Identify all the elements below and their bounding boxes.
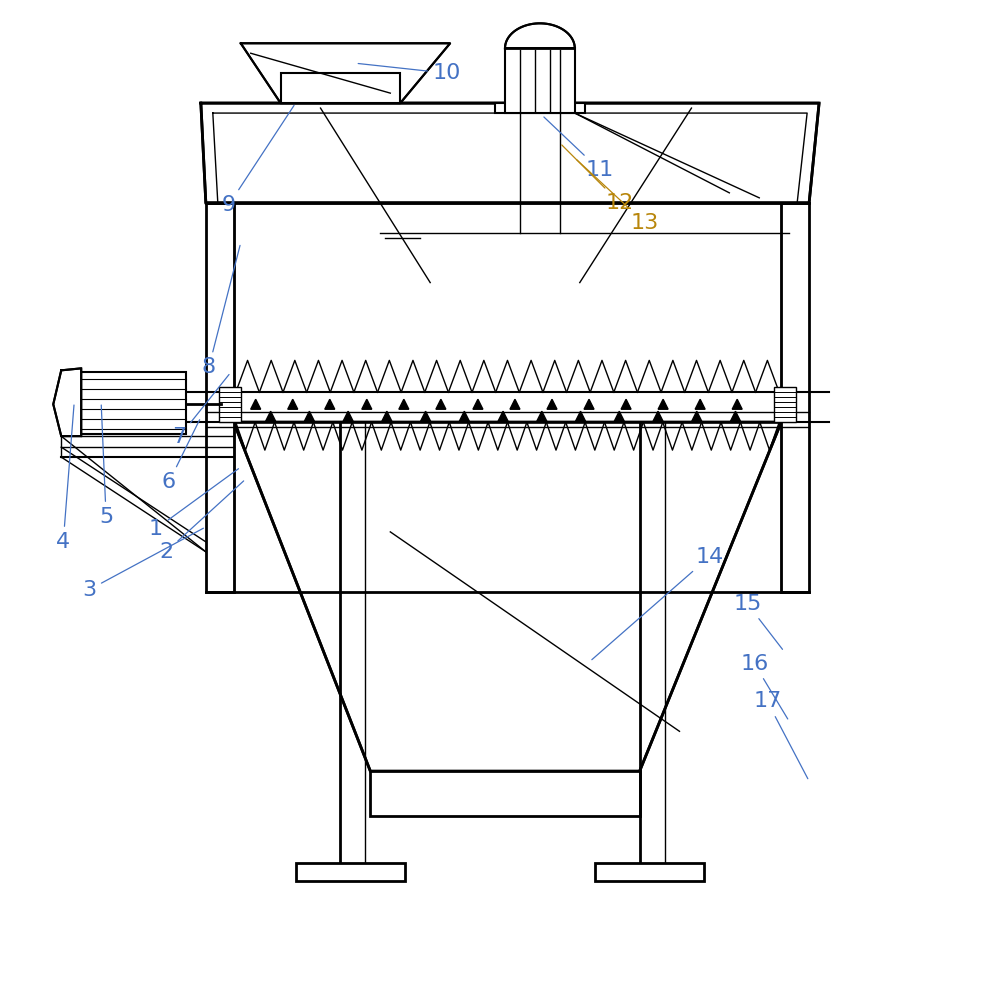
Polygon shape [498, 411, 508, 421]
Polygon shape [266, 411, 276, 421]
Bar [281, 74, 400, 103]
Bar [296, 863, 405, 881]
Polygon shape [201, 103, 819, 203]
Polygon shape [621, 400, 631, 409]
Text: 8: 8 [202, 246, 240, 377]
Text: 12: 12 [562, 145, 634, 213]
Bar [781, 203, 809, 592]
Bar [774, 387, 796, 422]
Polygon shape [304, 411, 314, 421]
Text: 2: 2 [159, 481, 244, 562]
Text: 9: 9 [222, 105, 294, 215]
Polygon shape [510, 400, 520, 409]
Text: 5: 5 [99, 405, 113, 527]
Polygon shape [53, 368, 81, 436]
Text: 10: 10 [358, 63, 461, 83]
Text: 13: 13 [577, 160, 659, 233]
Polygon shape [436, 400, 446, 409]
Polygon shape [614, 411, 624, 421]
Text: 6: 6 [162, 419, 200, 492]
Polygon shape [234, 422, 781, 771]
Polygon shape [547, 400, 557, 409]
Text: 4: 4 [56, 405, 74, 552]
Polygon shape [251, 400, 261, 409]
Text: 7: 7 [172, 374, 229, 447]
Bar [206, 203, 234, 592]
Polygon shape [399, 400, 409, 409]
Polygon shape [421, 411, 431, 421]
Polygon shape [241, 43, 450, 103]
Polygon shape [730, 411, 740, 421]
Polygon shape [658, 400, 668, 409]
Text: 1: 1 [149, 468, 238, 539]
Polygon shape [695, 400, 705, 409]
Polygon shape [473, 400, 483, 409]
Bar [219, 387, 241, 422]
Text: 3: 3 [82, 528, 203, 600]
Polygon shape [537, 411, 547, 421]
Polygon shape [382, 411, 392, 421]
Bar [81, 372, 186, 434]
Polygon shape [325, 400, 335, 409]
Polygon shape [343, 411, 353, 421]
Polygon shape [362, 400, 372, 409]
Text: 15: 15 [733, 594, 782, 649]
Bar [370, 771, 640, 816]
Text: 17: 17 [753, 691, 808, 779]
Text: 11: 11 [544, 117, 614, 180]
Text: 16: 16 [740, 653, 788, 719]
Polygon shape [459, 411, 469, 421]
Bar [505, 48, 575, 113]
Polygon shape [584, 400, 594, 409]
Bar [595, 863, 704, 881]
Polygon shape [288, 400, 298, 409]
Polygon shape [505, 24, 575, 48]
Polygon shape [576, 411, 586, 421]
Polygon shape [732, 400, 742, 409]
Bar [495, 103, 585, 113]
Text: 14: 14 [592, 547, 724, 660]
Polygon shape [692, 411, 702, 421]
Polygon shape [653, 411, 663, 421]
